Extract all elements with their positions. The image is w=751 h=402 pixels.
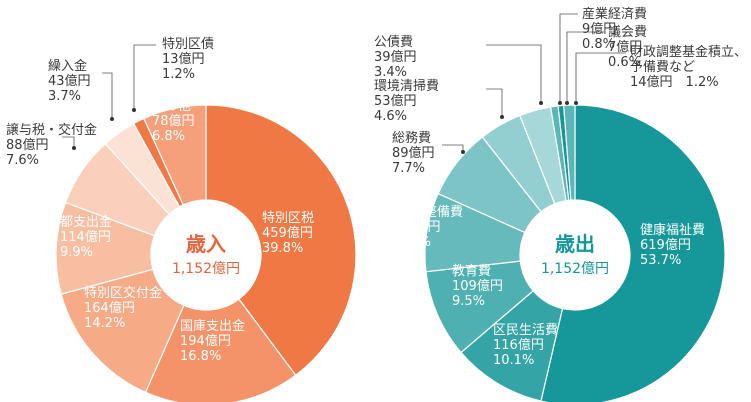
expenditure-slice-label-10: 財政調整基金積立、予備費など 14億円 1.2% [630, 44, 747, 90]
expenditure-leader-8 [559, 13, 578, 103]
revenue-slice-8 [143, 104, 207, 206]
expenditure-leader-7 [486, 44, 542, 103]
expenditure-leader-dot-8 [558, 101, 562, 105]
slice-labels: 特別区税 459億円 39.8% 国庫支出金 194億円 16.8% 特別区交付金 164億円… [6, 6, 747, 368]
expenditure-leader-dot-9 [565, 101, 569, 105]
revenue-center-title: 歳入 [186, 232, 226, 256]
expenditure-slice-label-3: 教育費 109億円 9.5% [452, 263, 503, 309]
expenditure-leader-dot-6 [500, 115, 504, 119]
expenditure-leader-6 [486, 88, 503, 117]
revenue-slice-label-8: その他 78億円 6.8% [152, 99, 195, 144]
expenditure-leader-dot-10 [574, 101, 578, 105]
expenditure-donut [424, 104, 726, 402]
expenditure-slice-10 [563, 104, 576, 201]
revenue-slice-label-5: 譲与税・交付金 88億円 7.6% [6, 122, 97, 168]
revenue-center-total: 1,152億円 [172, 261, 240, 277]
expenditure-leader-dot-7 [539, 101, 543, 105]
revenue-slice-label-2: 国庫支出金 194億円 16.8% [180, 318, 245, 364]
expenditure-slice-label-8: 産業経済費 9億円 0.8% [582, 6, 647, 52]
revenue-slice-label-1: 特別区税 459億円 39.8% [262, 211, 314, 256]
center-labels: 歳入 1,152億円 歳出 1,152億円 [152, 201, 629, 309]
leader-lines [62, 13, 626, 154]
revenue-leader-5 [62, 136, 75, 148]
expenditure-slice-label-6: 環境清掃費 53億円 4.6% [374, 78, 439, 124]
revenue-donut [55, 104, 357, 402]
expenditure-leader-10 [575, 52, 626, 103]
revenue-leader-7 [133, 44, 156, 110]
revenue-slice-label-4: 都支出金 114億円 9.9% [60, 214, 112, 260]
expenditure-leader-9 [566, 31, 604, 103]
expenditure-slice-label-1: 健康福祉費 619億円 53.7% [640, 222, 705, 268]
expenditure-slice-label-5: 総務費 89億円 7.7% [392, 131, 435, 176]
revenue-slice-label-3: 特別区交付金 164億円 14.2% [84, 285, 162, 331]
expenditure-slice-label-2: 区民生活費 116億円 10.1% [493, 323, 558, 368]
expenditure-leader-dot-5 [461, 150, 465, 154]
revenue-leader-dot-6 [110, 117, 114, 121]
expenditure-slice-label-9: 議会費 7億円 0.6% [608, 25, 647, 70]
revenue-leader-6 [102, 72, 113, 119]
revenue-slice-label-6: 繰入金 43億円 3.7% [48, 58, 91, 104]
revenue-slice-label-7: 特別区債 13億円 1.2% [162, 37, 214, 82]
expenditure-slice-label-4: 都市整備費 98億円 8.5% [398, 204, 463, 250]
expenditure-leader-5 [442, 144, 464, 152]
expenditure-center-hole [521, 201, 629, 309]
revenue-leader-dot-7 [132, 108, 136, 112]
revenue-slice-1 [205, 104, 357, 377]
revenue-center-hole [152, 201, 260, 309]
revenue-slice-2 [144, 298, 297, 402]
revenue-slice-3 [60, 268, 185, 394]
expenditure-slice-label-7: 公債費 39億円 3.4% [374, 35, 417, 80]
expenditure-center-title: 歳出 [555, 232, 595, 256]
expenditure-center-total: 1,152億円 [541, 261, 609, 277]
expenditure-slice-1 [540, 104, 726, 402]
revenue-leader-dot-5 [72, 146, 76, 150]
